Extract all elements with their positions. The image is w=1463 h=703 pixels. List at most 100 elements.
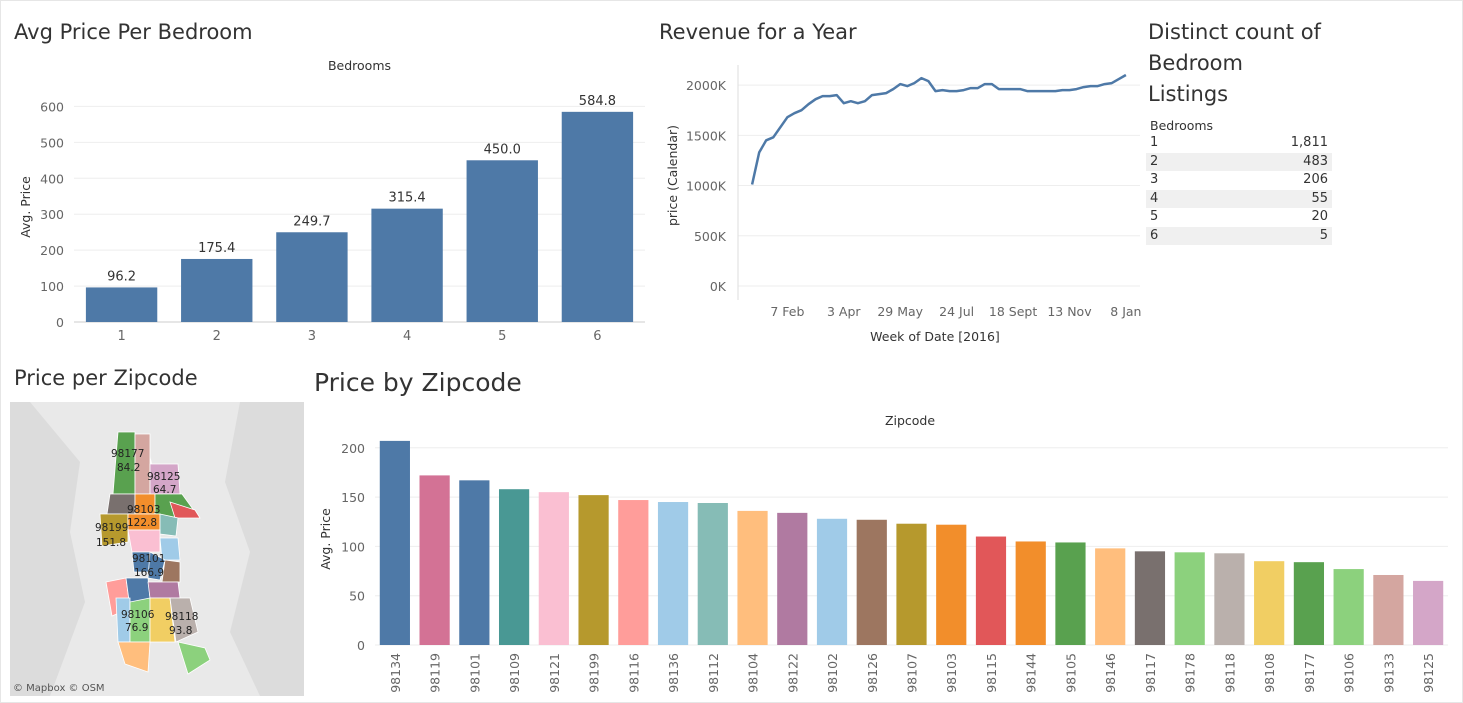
map-label-value: 122.8 bbox=[127, 517, 157, 529]
y-tick-label: 1500K bbox=[686, 128, 727, 143]
x-tick-label: 3 Apr bbox=[827, 304, 861, 319]
x-tick-label: 98117 bbox=[1143, 653, 1158, 693]
x-tick-label: 98177 bbox=[1302, 653, 1317, 693]
x-tick-label: 98133 bbox=[1381, 653, 1396, 693]
x-tick-label: 98107 bbox=[905, 653, 920, 693]
zip-map-title: Price per Zipcode bbox=[14, 366, 198, 390]
bar bbox=[498, 489, 530, 645]
distinct-count-title-line-1: Distinct count of bbox=[1148, 20, 1321, 44]
bar bbox=[1095, 548, 1126, 645]
bar bbox=[538, 492, 569, 645]
y-tick-label: 200 bbox=[341, 441, 365, 456]
bar bbox=[657, 502, 689, 645]
y-tick-label: 150 bbox=[341, 490, 365, 505]
revenue-line-chart: 0K 500K 1000K 1500K 2000K price (Calendar) 7 F… bbox=[665, 65, 1141, 344]
y-tick-label: 0 bbox=[56, 315, 64, 330]
x-tick-label: 98126 bbox=[865, 653, 880, 693]
y-tick-label: 0K bbox=[710, 279, 727, 294]
bar bbox=[1293, 562, 1325, 645]
map-canvas: 98177 84.2 98125 64.7 98103 122.8 98199 … bbox=[10, 402, 304, 696]
x-tick-label: 98106 bbox=[1342, 653, 1357, 693]
bar bbox=[975, 536, 1007, 645]
bar bbox=[816, 518, 848, 645]
row-value: 1,811 bbox=[1290, 135, 1328, 150]
bar bbox=[466, 160, 538, 322]
distinct-count-title-line-2: Bedroom bbox=[1148, 51, 1243, 75]
x-tick-label: 29 May bbox=[877, 304, 923, 319]
row-value: 55 bbox=[1311, 190, 1328, 206]
zipcode-bar-chart: Zipcode 0 50 100 150 200 Avg. Price 98134 98119 9… bbox=[318, 413, 1448, 693]
x-tick-label: 98105 bbox=[1063, 653, 1078, 693]
x-tick-label: 98115 bbox=[984, 653, 999, 693]
bar bbox=[697, 503, 728, 645]
bar bbox=[379, 440, 410, 645]
bar bbox=[561, 111, 634, 323]
y-tick-label: 0 bbox=[357, 638, 365, 653]
bar bbox=[1055, 542, 1086, 645]
map-label-zip: 98103 bbox=[127, 504, 160, 516]
row-value: 483 bbox=[1303, 153, 1328, 169]
y-tick-label: 400 bbox=[40, 171, 64, 186]
bar bbox=[371, 208, 443, 322]
row-value: 206 bbox=[1303, 172, 1328, 187]
bar bbox=[1174, 552, 1205, 645]
x-tick-label: 98104 bbox=[746, 653, 761, 693]
x-tick-label: 5 bbox=[498, 329, 506, 344]
bar bbox=[1254, 561, 1285, 645]
table-header: Bedrooms bbox=[1150, 118, 1214, 133]
y-tick-label: 100 bbox=[341, 539, 365, 554]
bar-value-label: 584.8 bbox=[579, 94, 616, 109]
bar bbox=[896, 523, 927, 645]
table-row: 3 206 bbox=[1146, 171, 1332, 190]
x-tick-label: 98112 bbox=[706, 653, 721, 693]
y-tick-label: 1000K bbox=[686, 179, 727, 194]
x-tick-label: 98121 bbox=[547, 653, 562, 693]
row-label: 5 bbox=[1150, 209, 1159, 224]
zipcode-map[interactable]: 98177 84.2 98125 64.7 98103 122.8 98199 … bbox=[10, 402, 304, 696]
map-label-zip: 98199 bbox=[95, 522, 128, 534]
y-tick-label: 600 bbox=[40, 99, 64, 114]
x-tick-label: 98109 bbox=[507, 653, 522, 693]
x-tick-label: 98116 bbox=[626, 653, 641, 693]
y-axis-label: price (Calendar) bbox=[665, 125, 680, 226]
bar-value-label: 450.0 bbox=[484, 142, 521, 157]
bar bbox=[578, 495, 609, 645]
bar bbox=[276, 232, 348, 322]
row-label: 4 bbox=[1150, 190, 1159, 206]
x-tick-label: 98136 bbox=[666, 653, 681, 693]
bar bbox=[419, 475, 450, 645]
x-tick-label: 98108 bbox=[1262, 653, 1277, 693]
y-axis-label: Avg. Price bbox=[18, 176, 33, 238]
bar bbox=[1373, 574, 1404, 645]
x-tick-label: 13 Nov bbox=[1047, 304, 1092, 319]
map-label-value: 166.9 bbox=[134, 567, 164, 579]
series-line bbox=[750, 73, 1127, 185]
column-header: Bedrooms bbox=[328, 58, 391, 73]
bar bbox=[1015, 541, 1046, 645]
table-row: 5 20 bbox=[1146, 208, 1332, 227]
y-tick-label: 2000K bbox=[686, 78, 727, 93]
x-tick-label: 98134 bbox=[388, 653, 403, 693]
bar bbox=[1134, 551, 1166, 645]
map-label-zip: 98118 bbox=[165, 611, 198, 623]
row-value: 20 bbox=[1311, 209, 1328, 224]
bar bbox=[777, 512, 808, 645]
x-tick-label: 98125 bbox=[1421, 653, 1436, 693]
distinct-count-title-line-3: Listings bbox=[1148, 82, 1229, 106]
bedroom-bar-chart: Bedrooms 0 100 200 300 400 500 600 Avg. Price 96.… bbox=[18, 58, 645, 344]
map-label-value: 64.7 bbox=[153, 484, 176, 496]
map-attribution[interactable]: © Mapbox © OSM bbox=[13, 683, 105, 694]
row-label: 6 bbox=[1150, 227, 1159, 243]
y-tick-label: 500 bbox=[40, 135, 64, 150]
x-tick-label: 7 Feb bbox=[770, 304, 804, 319]
x-tick-label: 98122 bbox=[785, 653, 800, 693]
bar bbox=[459, 480, 490, 645]
bar-value-label: 249.7 bbox=[293, 214, 330, 229]
x-tick-label: 98101 bbox=[467, 653, 482, 693]
zip-bar-chart-title: Price by Zipcode bbox=[314, 368, 522, 397]
x-tick-label: 24 Jul bbox=[939, 304, 974, 319]
map-label-zip: 98101 bbox=[132, 553, 165, 565]
y-tick-label: 200 bbox=[40, 243, 64, 258]
